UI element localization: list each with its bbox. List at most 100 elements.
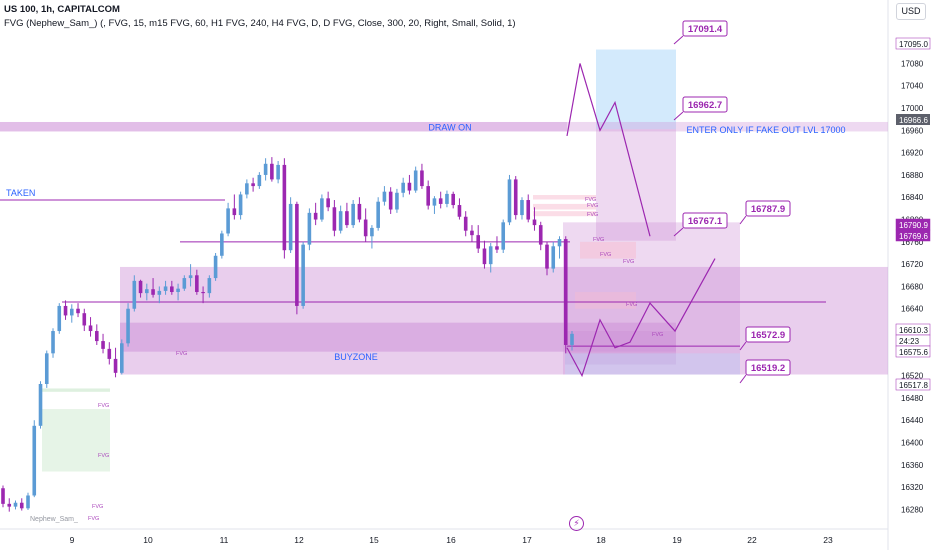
candle-body (401, 182, 405, 193)
price-callout-text: 16962.7 (688, 100, 722, 111)
candle-body (232, 208, 237, 216)
x-tick-label: 9 (70, 535, 75, 545)
candle-body (413, 170, 418, 191)
price-axis-badge-text: 16769.6 (899, 232, 928, 241)
y-tick-label: 16920 (901, 149, 924, 158)
candle-body (38, 383, 43, 426)
candle-body (257, 174, 262, 187)
indicator-legend[interactable]: FVG (Nephew_Sam_) (, FVG, 15, m15 FVG, 6… (4, 18, 516, 29)
candle-body (520, 200, 524, 216)
fvg-zone-red-1 (533, 195, 596, 200)
chart-title: US 100, 1h, CAPITALCOM (4, 4, 120, 15)
candle-body (138, 280, 143, 294)
price-callout-box (682, 20, 728, 37)
candle-body (432, 198, 437, 206)
fvg-label: FVG (176, 351, 187, 357)
y-tick-label: 17000 (901, 104, 924, 113)
price-callout-text: 16767.1 (688, 216, 723, 227)
taken-label: TAKEN (6, 188, 35, 198)
candle-body (376, 201, 380, 228)
candle-body (463, 216, 468, 231)
candle-body (276, 164, 280, 180)
candle-body (501, 222, 506, 250)
candle-body (438, 198, 443, 204)
flash-icon[interactable]: ⚡ (569, 516, 584, 531)
candle-body (470, 230, 474, 236)
candle-body (113, 358, 118, 373)
price-axis-badge-text: 16575.6 (899, 348, 928, 357)
candle-body (7, 503, 12, 507)
candle-body (145, 289, 149, 294)
y-tick-label: 16440 (901, 416, 924, 425)
x-tick-label: 18 (596, 535, 606, 545)
candle-body (282, 164, 287, 251)
candle-body (407, 182, 412, 191)
candle-body (13, 502, 18, 507)
callout-pointer (673, 35, 684, 45)
price-callout-box (745, 359, 791, 376)
price-axis-badge (896, 114, 930, 125)
candle-body (63, 305, 68, 316)
candle-body (457, 205, 462, 217)
callout-pointer (673, 111, 684, 121)
candle-body (476, 235, 481, 249)
price-callout-text: 16519.2 (751, 363, 785, 374)
buy-zone-wide (120, 266, 888, 375)
fvg-zone-green-thin (42, 388, 110, 392)
candle-body (151, 289, 155, 295)
price-callout-box (745, 326, 791, 343)
candle-body (213, 255, 218, 279)
y-tick-label: 16320 (901, 483, 924, 492)
candle-body (82, 313, 87, 326)
x-tick-label: 15 (369, 535, 379, 545)
candle-body (338, 211, 343, 231)
candle-body (238, 194, 243, 216)
candle-body (545, 244, 549, 269)
fvg-label: FVG (626, 302, 637, 308)
price-axis-badge (895, 345, 931, 358)
candle-body (345, 211, 349, 226)
candle-body (513, 179, 518, 216)
buyzone-label: BUYZONE (334, 352, 378, 362)
fvg-label: FVG (92, 504, 103, 510)
callout-pointer (739, 341, 747, 351)
fvg-label: FVG (98, 453, 109, 459)
candle-body (301, 244, 305, 306)
candle-body (26, 495, 30, 509)
callout-pointer (673, 227, 684, 237)
candle-body (101, 341, 105, 349)
candle-body (251, 183, 255, 187)
candle-body (94, 331, 99, 342)
projection-box-blue-low (565, 353, 740, 375)
fvg-label: FVG (600, 252, 611, 258)
candle-body (313, 212, 318, 220)
candle-body (32, 425, 37, 496)
price-callout-text: 16787.9 (751, 204, 785, 215)
y-tick-label: 17080 (901, 59, 924, 68)
candle-body (326, 198, 330, 208)
candle-body (288, 203, 293, 251)
y-tick-label: 16480 (901, 394, 924, 403)
candle-body (507, 179, 512, 223)
y-tick-label: 16720 (901, 260, 924, 269)
fvg-zone-red-5 (575, 292, 636, 309)
x-tick-label: 16 (446, 535, 456, 545)
candle-body (420, 170, 424, 187)
candle-body (19, 502, 24, 509)
candle-body (176, 288, 180, 293)
fvg-label: FVG (587, 212, 598, 218)
candle-body (69, 308, 74, 316)
price-callout-box (745, 200, 791, 217)
y-tick-label: 16840 (901, 193, 924, 202)
price-callout-text: 16572.9 (751, 330, 785, 341)
candle-body (351, 203, 355, 226)
y-tick-label: 16280 (901, 505, 924, 514)
candle-body (220, 233, 224, 256)
candle-body (388, 191, 393, 210)
currency-button[interactable]: USD (896, 3, 926, 20)
candle-body (451, 193, 455, 206)
candle-body (170, 286, 174, 293)
fvg-zone-red-3 (533, 211, 596, 217)
